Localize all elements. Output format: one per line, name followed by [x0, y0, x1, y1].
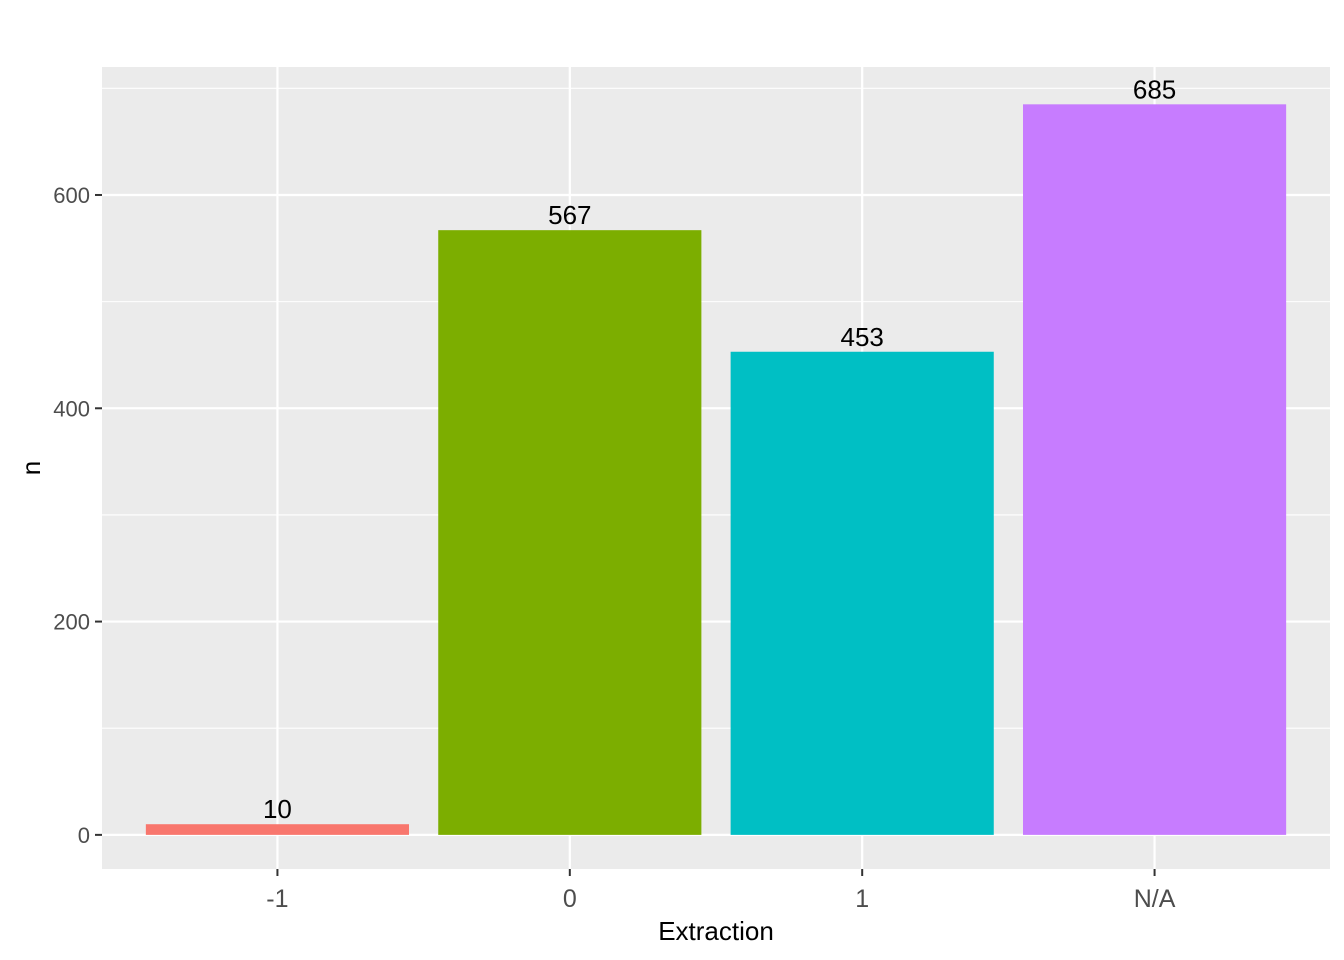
bar-N/A: [1023, 104, 1287, 835]
y-tick-label: 400: [53, 396, 90, 421]
y-tick-label: 0: [78, 823, 90, 848]
x-tick-label: N/A: [1134, 885, 1176, 913]
bar-value-label: 685: [1133, 74, 1176, 104]
bar-0: [438, 230, 702, 835]
y-tick-label: 200: [53, 610, 90, 635]
y-axis-title: n: [16, 461, 46, 475]
bar-1: [730, 351, 994, 835]
bar-value-label: 567: [548, 200, 591, 230]
bar--1: [145, 824, 409, 835]
x-axis: -1 0 1 N/A: [266, 869, 1176, 913]
y-axis: 0 200 400 600: [53, 183, 102, 848]
bar-value-label: 10: [263, 794, 292, 824]
x-tick-label: 1: [855, 885, 869, 913]
x-tick-label: 0: [563, 885, 577, 913]
bars: [145, 104, 1287, 835]
y-tick-label: 600: [53, 183, 90, 208]
bar-value-labels: 10 567 453 685: [263, 74, 1176, 824]
x-tick-label: -1: [266, 885, 288, 913]
x-axis-title: Extraction: [658, 916, 774, 946]
bar-value-label: 453: [840, 322, 883, 352]
